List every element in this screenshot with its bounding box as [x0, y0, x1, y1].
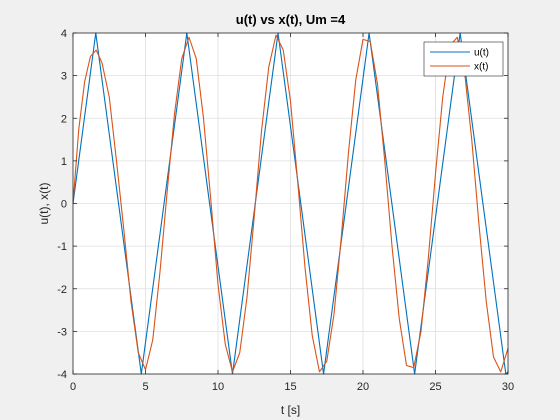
axis-ticks: 0 5 10 15 20 25 30 -4 -3 -2 -1 0 1 2 3 4 [57, 28, 514, 393]
y-tick-label: 0 [61, 199, 67, 211]
x-axis-label: t [s] [281, 403, 300, 417]
legend-box [423, 41, 504, 77]
x-tick-label: 30 [502, 381, 514, 393]
chart-title: u(t) vs x(t), Um =4 [236, 12, 346, 27]
series-line-1 [72, 34, 509, 373]
x-tick-label: 5 [142, 381, 148, 393]
x-tick-label: 15 [284, 381, 296, 393]
y-tick-label: -1 [57, 241, 67, 253]
series-lines [72, 32, 509, 375]
x-tick-label: 0 [70, 381, 76, 393]
legend: u(t) x(t) [423, 41, 504, 77]
y-axis-label: u(t), x(t) [37, 183, 51, 225]
y-tick-label: 1 [61, 156, 67, 168]
x-tick-label: 10 [212, 381, 224, 393]
y-tick-label: 4 [61, 28, 67, 40]
series-line-0 [72, 32, 509, 375]
y-tick-label: -2 [57, 284, 67, 296]
y-tick-label: 2 [61, 113, 67, 125]
legend-label-x: x(t) [474, 62, 488, 73]
y-tick-label: -3 [57, 326, 67, 338]
y-tick-label: 3 [61, 71, 67, 83]
x-tick-label: 25 [429, 381, 441, 393]
legend-label-u: u(t) [474, 48, 489, 59]
x-tick-label: 20 [357, 381, 369, 393]
y-tick-label: -4 [57, 369, 67, 381]
